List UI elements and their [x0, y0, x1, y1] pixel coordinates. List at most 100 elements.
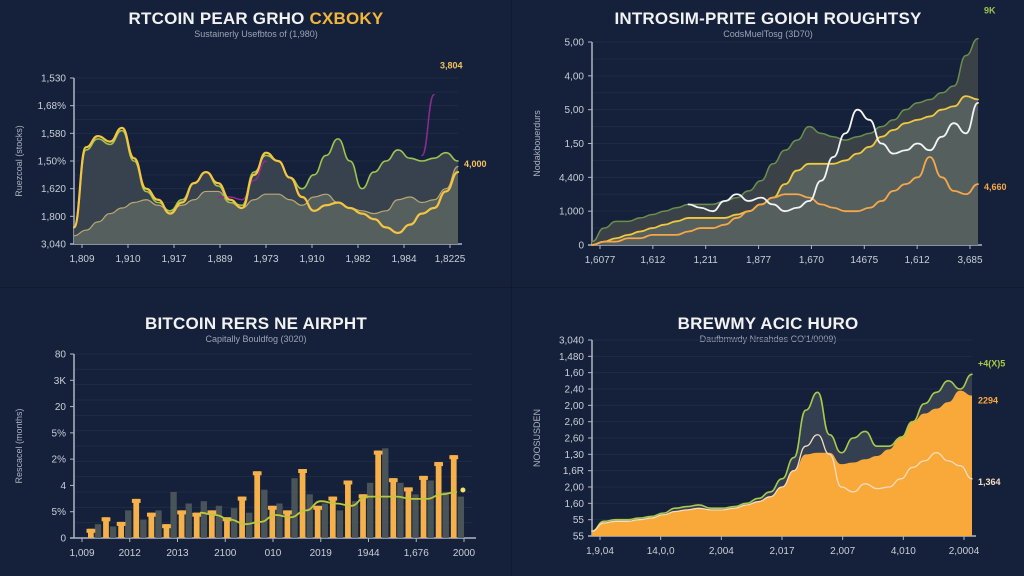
- y-tick-label: 20: [55, 402, 67, 413]
- line-orange: [591, 156, 979, 246]
- bar-orange: [284, 510, 291, 538]
- bar-orange: [103, 517, 109, 538]
- series-end-label: 3,804: [440, 61, 463, 71]
- y-axis-label: NOOSUSDEN: [532, 409, 542, 467]
- line-light: [591, 434, 973, 532]
- chart-1: 0 1,000 4,400 1,50 5,00 4,00 5,00 1,6077 1,612 1,…: [532, 6, 1007, 266]
- x-tick-label: 1,6077: [585, 255, 616, 266]
- bar-gray: [200, 501, 207, 538]
- bar-orange-cap: [116, 521, 126, 526]
- y-tick-label: 2%: [52, 455, 67, 466]
- bar-orange: [118, 521, 124, 538]
- x-tick-label: 1,612: [905, 255, 930, 266]
- bar-gray: [291, 478, 298, 538]
- bar-orange-cap: [283, 510, 292, 515]
- x-tick-label: 1,877: [746, 255, 771, 266]
- bar-orange: [269, 505, 276, 538]
- chart-subtitle-0: Sustainerly Usefbtos of (1,980): [194, 29, 318, 39]
- chart-subtitle-3: Daufbmwdy Nrsahdes CO'1/0009): [699, 334, 837, 344]
- x-tick-label: 2019: [310, 548, 333, 559]
- y-tick-label: 1,50%: [38, 157, 66, 168]
- y-tick-label: 1,50: [565, 139, 585, 150]
- bar-orange-cap: [449, 455, 459, 460]
- bar-orange: [314, 505, 321, 538]
- x-tick-label: 2013: [166, 548, 189, 559]
- y-axis-label: Ruezcoal (stocks): [14, 125, 24, 197]
- bar-orange: [133, 498, 140, 538]
- x-tick-label: 2,004: [709, 546, 734, 557]
- y-tick-label: 1,60: [565, 368, 585, 379]
- bar-gray: [397, 482, 404, 538]
- y-tick-label: 1,6R: [563, 466, 584, 477]
- bar-gray: [170, 492, 177, 538]
- x-tick-label: 1,917: [161, 254, 186, 265]
- bar-orange: [178, 510, 185, 538]
- x-tick-label: 2012: [119, 548, 142, 559]
- chart-subtitle-2: Capitally Bouldfog (3020): [205, 334, 307, 344]
- bar-orange: [148, 512, 155, 538]
- bar-orange: [224, 517, 230, 538]
- bar-gray: [185, 503, 192, 538]
- bar-orange: [345, 480, 351, 538]
- x-tick-label: 1,809: [69, 254, 94, 265]
- y-tick-label: 2,00: [565, 401, 585, 412]
- bar-gray: [306, 494, 313, 538]
- y-tick-label: 4,400: [559, 173, 584, 184]
- bar-orange: [239, 496, 245, 538]
- y-tick-label: 1,68%: [38, 101, 66, 112]
- bar-gray: [230, 508, 238, 538]
- y-tick-label: 2,60: [565, 434, 585, 445]
- y-tick-label: 1,60: [565, 499, 585, 510]
- bar-gray: [321, 503, 328, 538]
- series-end-label: 4,000: [464, 159, 487, 169]
- y-tick-label: 1,530: [41, 74, 66, 85]
- x-tick-label: 2,017: [769, 546, 794, 557]
- bar-gray: [155, 510, 162, 538]
- chart-0: 3,040 1,800 1,620 1,50% 1,580 1,68% 1,530 1,809…: [14, 61, 487, 265]
- x-tick-label: 1,612: [640, 255, 665, 266]
- series-end-label: 2294: [978, 396, 998, 406]
- bar-orange-cap: [328, 496, 338, 501]
- bar-orange-cap: [373, 450, 383, 455]
- bar-orange: [375, 450, 382, 538]
- bar-gray: [215, 505, 223, 538]
- y-tick-label: 80: [55, 350, 67, 361]
- bar-orange: [390, 478, 397, 538]
- x-tick-label: 4,010: [891, 546, 916, 557]
- y-tick-label: 2,00: [565, 483, 585, 494]
- bar-orange: [163, 524, 170, 538]
- y-tick-label: 3,040: [559, 336, 584, 347]
- bar-orange: [208, 510, 215, 538]
- x-tick-label: 2100: [214, 548, 237, 559]
- x-tick-label: 1,211: [694, 255, 719, 266]
- bar-gray: [125, 510, 132, 538]
- chart-subtitle-1: CodsMuelTosg (3D70): [723, 29, 813, 39]
- bar-orange-cap: [419, 475, 428, 480]
- y-tick-label: 5%: [52, 428, 67, 439]
- chart-title-0: RTCOIN PEAR GRHO CXBOKY: [128, 9, 384, 28]
- x-tick-label: 2000: [453, 548, 476, 559]
- x-tick-label: 1,984: [391, 254, 416, 265]
- y-tick-label: 2,40: [565, 385, 585, 396]
- y-tick-label: 5,00: [565, 38, 585, 49]
- bar-gray: [427, 480, 434, 538]
- chart-3: 55 55 1,60 2,00 1,6R 1,30 2,60 2,60 2,00 2,40 1,60…: [532, 336, 1005, 558]
- area-yellow: [592, 96, 978, 245]
- x-tick-label: 1,9,04: [586, 546, 614, 557]
- trend-line: [199, 491, 457, 526]
- bar-gray: [109, 526, 117, 538]
- bar-orange: [329, 496, 336, 538]
- area-gray: [74, 166, 458, 244]
- x-tick-label: 1,982: [345, 254, 370, 265]
- y-axis-label: Nodakbouerdurs: [532, 110, 542, 177]
- x-tick-label: 2,007: [830, 546, 855, 557]
- panel-bitcoin-rers: BITCOIN RERS NE AIRPHT Capitally Bouldfo…: [0, 288, 512, 576]
- bar-orange: [405, 487, 412, 538]
- x-tick-label: 1,973: [253, 254, 278, 265]
- bar-gray: [457, 496, 465, 538]
- y-axis-label: Rescacel (months): [14, 408, 24, 483]
- bar-gray: [246, 512, 253, 538]
- line-white: [687, 102, 979, 213]
- bar-orange-cap: [237, 496, 247, 501]
- bar-orange-cap: [177, 510, 186, 515]
